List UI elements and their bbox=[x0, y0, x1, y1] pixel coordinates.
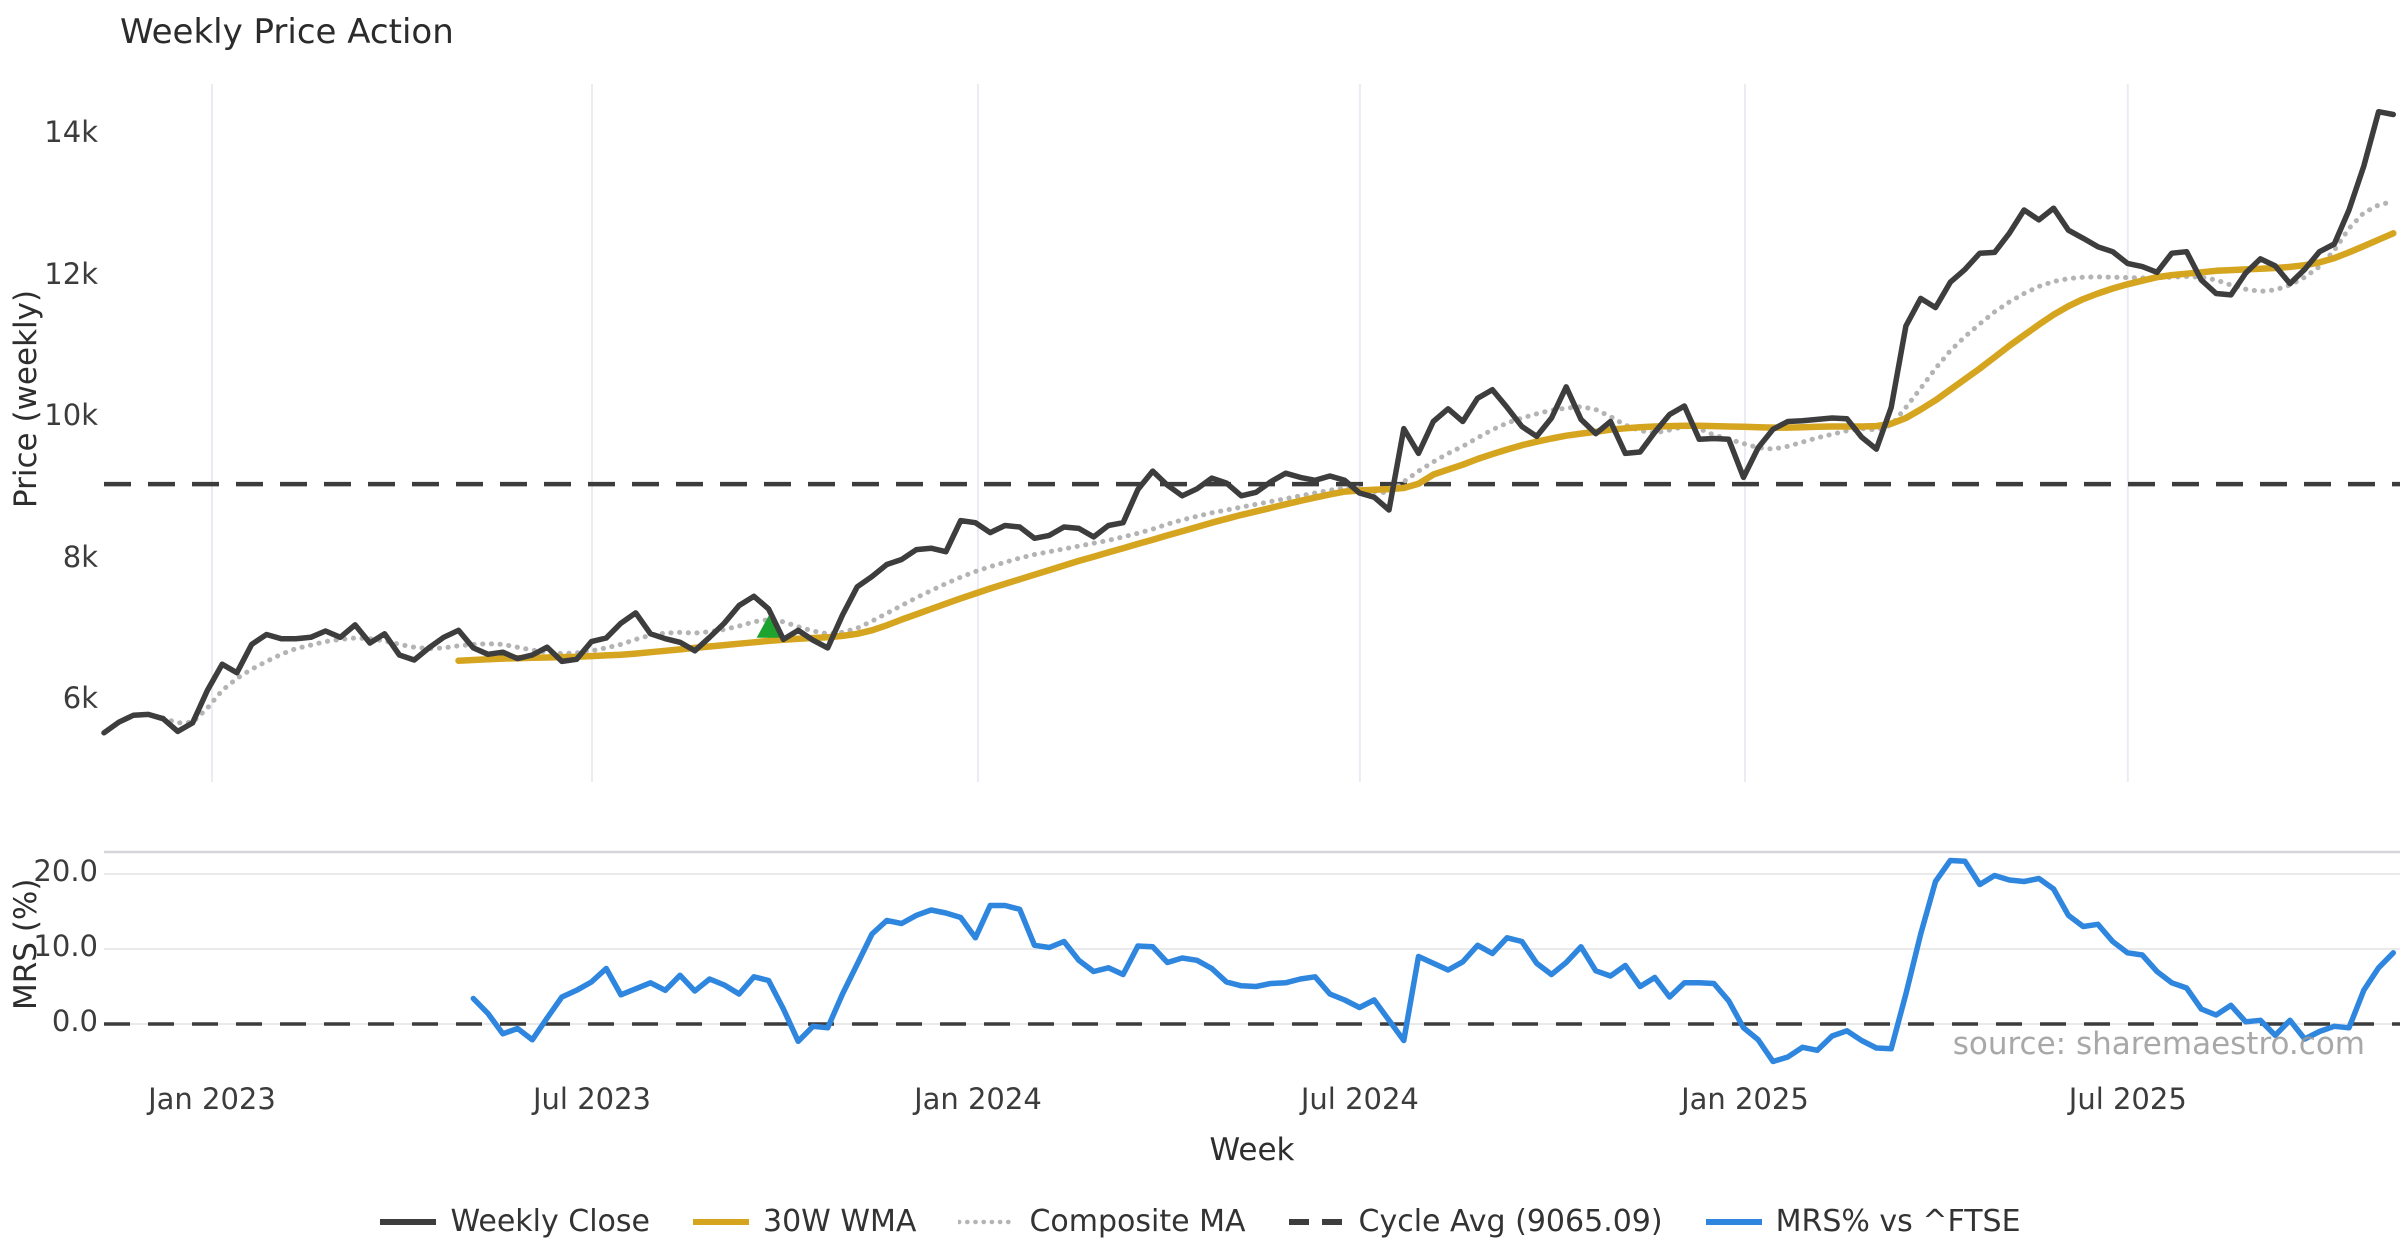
x-tick-label: Jan 2025 bbox=[1681, 1082, 1809, 1116]
legend-swatch-icon bbox=[380, 1218, 437, 1225]
legend-swatch-icon bbox=[1705, 1218, 1762, 1225]
composite-ma-line bbox=[160, 199, 2396, 726]
x-tick-label: Jul 2024 bbox=[1300, 1082, 1419, 1116]
legend-label: Cycle Avg (9065.09) bbox=[1358, 1204, 1663, 1239]
price-tick-label: 6k bbox=[62, 681, 98, 715]
x-tick-label: Jul 2023 bbox=[532, 1082, 651, 1116]
legend-item: Weekly Close bbox=[379, 1204, 650, 1239]
price-tick-label: 10k bbox=[44, 398, 98, 432]
legend-label: Composite MA bbox=[1029, 1204, 1246, 1239]
source-watermark: source: sharemaestro.com bbox=[1952, 1026, 2365, 1062]
legend-label: Weekly Close bbox=[450, 1204, 650, 1239]
mrs-line bbox=[470, 857, 2397, 1065]
price-tick-label: 14k bbox=[44, 115, 98, 149]
legend-item: Composite MA bbox=[958, 1204, 1246, 1239]
legend-swatch-icon bbox=[958, 1219, 1017, 1224]
legend-item: Cycle Avg (9065.09) bbox=[1288, 1204, 1663, 1239]
x-axis-title: Week bbox=[1209, 1132, 1295, 1168]
chart-title: Weekly Price Action bbox=[120, 12, 454, 52]
legend-label: MRS% vs ^FTSE bbox=[1775, 1204, 2021, 1239]
legend-item: MRS% vs ^FTSE bbox=[1705, 1204, 2021, 1239]
legend: Weekly Close 30W WMA Composite MA Cycle Avg… bbox=[0, 1204, 2400, 1239]
legend-swatch-icon bbox=[1288, 1218, 1345, 1225]
price-tick-label: 12k bbox=[44, 256, 98, 291]
x-tick-label: Jan 2023 bbox=[148, 1082, 276, 1116]
legend-label: 30W WMA bbox=[763, 1204, 917, 1239]
mrs-tick-label: 0.0 bbox=[51, 1004, 98, 1038]
price-tick-label: 8k bbox=[62, 539, 98, 574]
weekly-close-line bbox=[101, 108, 2397, 736]
buy-signal-triangle-icon bbox=[756, 615, 781, 638]
x-tick-label: Jan 2024 bbox=[914, 1082, 1042, 1116]
legend-swatch-icon bbox=[693, 1218, 749, 1225]
mrs-tick-label: 20.0 bbox=[33, 854, 98, 888]
mrs-tick-label: 10.0 bbox=[33, 929, 98, 963]
x-tick-label: Jul 2025 bbox=[2068, 1082, 2187, 1116]
legend-item: 30W WMA bbox=[692, 1204, 916, 1239]
